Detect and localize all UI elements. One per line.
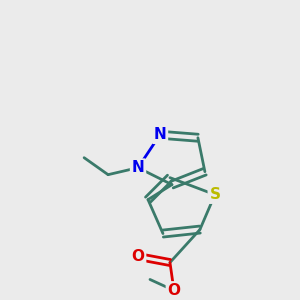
Text: N: N xyxy=(154,127,166,142)
Text: S: S xyxy=(209,187,220,202)
Text: N: N xyxy=(132,160,144,175)
Text: O: O xyxy=(167,283,181,298)
Text: O: O xyxy=(131,249,145,264)
